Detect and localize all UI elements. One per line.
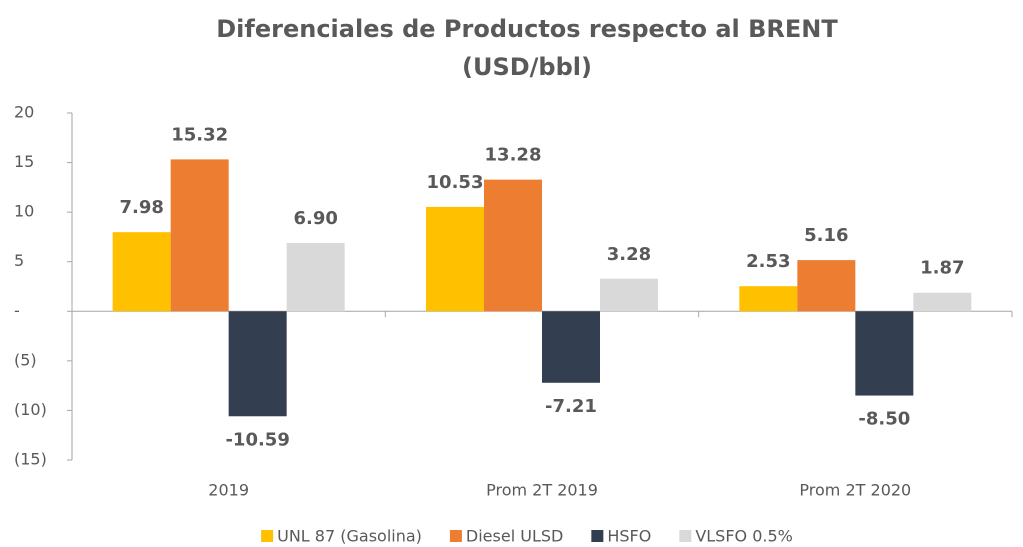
data-label: 2.53 [746, 251, 790, 272]
y-tick-label: 15 [14, 152, 34, 171]
data-label: -10.59 [225, 429, 289, 450]
bar [542, 311, 600, 383]
y-tick-label: (10) [14, 400, 47, 419]
y-tick-label: 5 [14, 251, 24, 270]
bar [797, 260, 856, 312]
legend-label: HSFO [607, 527, 651, 546]
y-tick-label: - [14, 301, 20, 320]
data-label: 3.28 [607, 244, 651, 265]
data-label: 10.53 [427, 172, 484, 193]
bar [484, 179, 542, 312]
y-tick-label: 10 [14, 202, 34, 221]
legend-swatch [591, 530, 604, 542]
data-label: 5.16 [804, 225, 848, 246]
chart-title: Diferenciales de Productos respecto al B… [216, 15, 838, 43]
data-label: -8.50 [858, 409, 910, 430]
data-label: 15.32 [171, 124, 228, 145]
x-tick-label: 2019 [208, 481, 249, 500]
x-tick-label: Prom 2T 2020 [799, 481, 911, 500]
data-label: 13.28 [485, 145, 542, 166]
bar [913, 292, 972, 312]
legend-label: Diesel ULSD [466, 527, 563, 546]
bar [228, 311, 287, 417]
bar [170, 159, 229, 312]
bar [739, 286, 798, 312]
chart-subtitle: (USD/bbl) [462, 53, 592, 81]
y-tick-label: (15) [14, 450, 47, 469]
y-tick-label: 20 [14, 103, 34, 122]
legend-swatch [679, 530, 692, 542]
bar [600, 278, 658, 312]
data-label: -7.21 [545, 396, 597, 417]
y-tick-label: (5) [14, 350, 37, 369]
bar [286, 242, 345, 312]
legend-swatch [449, 530, 462, 542]
legend-swatch [261, 530, 274, 542]
data-label: 7.98 [119, 197, 163, 218]
bar [855, 311, 914, 396]
data-label: 1.87 [920, 258, 964, 279]
legend-label: UNL 87 (Gasolina) [277, 527, 422, 546]
bar [426, 206, 484, 312]
bar [112, 232, 171, 312]
x-tick-label: Prom 2T 2019 [486, 481, 598, 500]
data-label: 6.90 [293, 208, 337, 229]
legend-label: VLSFO 0.5% [695, 527, 793, 546]
